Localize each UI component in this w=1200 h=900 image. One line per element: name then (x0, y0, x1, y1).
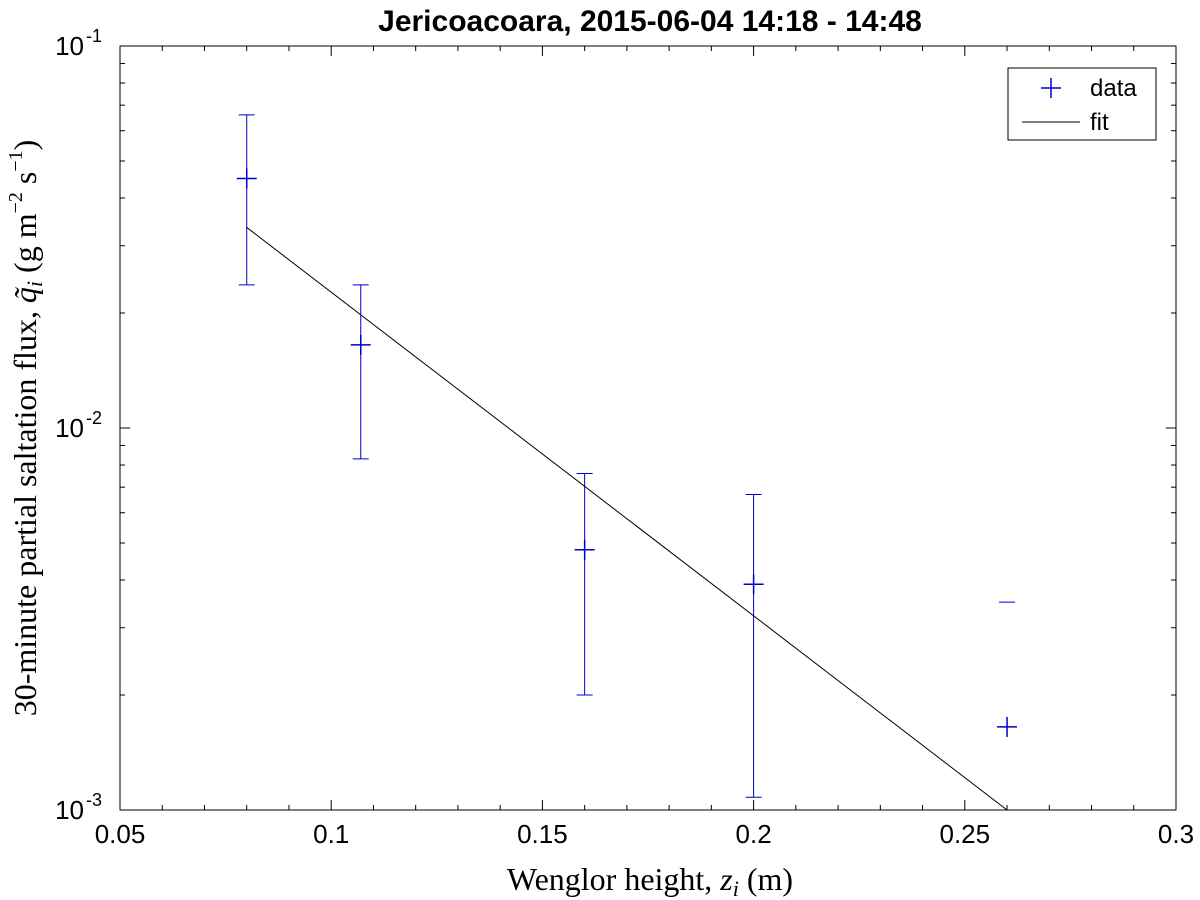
chart-title: Jericoacoara, 2015-06-04 14:18 - 14:48 (378, 5, 922, 38)
x-axis-label-unit: (m) (739, 861, 793, 897)
legend: data fit (1007, 67, 1157, 141)
svg-text:Wenglor height, zi (m): Wenglor height, zi (m) (507, 861, 793, 900)
x-axis: 0.05 0.1 0.15 0.2 0.25 0.3 (95, 46, 1194, 849)
x-axis-label-var: z (719, 861, 733, 897)
y-axis-label-exp-a: −2 (5, 192, 27, 213)
plot-area (119, 45, 1177, 811)
x-tick-label: 0.15 (517, 819, 568, 849)
y-tick-exponent: -3 (86, 790, 102, 810)
x-axis-label-sub: i (733, 876, 739, 900)
legend-entry-fit: fit (1090, 109, 1109, 136)
legend-box (1007, 67, 1157, 141)
x-tick-label: 0.05 (95, 819, 146, 849)
fit-line (246, 227, 1008, 811)
x-axis-label-text: Wenglor height, (507, 861, 720, 897)
legend-entry-data: data (1090, 75, 1137, 102)
svg-text:30-minute partial saltation fl: 30-minute partial saltation flux, q̃i (g… (5, 140, 47, 717)
y-axis-label-unit-c: ) (7, 140, 43, 151)
y-tick-label: 10 (55, 413, 84, 443)
y-tick-exponent: -1 (86, 26, 102, 46)
x-tick-label: 0.2 (736, 819, 772, 849)
plot-border (119, 45, 1177, 811)
y-axis-label: 30-minute partial saltation flux, q̃i (g… (5, 140, 47, 717)
y-axis: 10-310-210-1 (55, 26, 1176, 825)
x-tick-label: 0.3 (1158, 819, 1194, 849)
x-tick-label: 0.1 (313, 819, 349, 849)
y-axis-label-unit-b: s (7, 172, 43, 192)
y-axis-label-exp-b: −1 (5, 150, 27, 171)
y-tick-label: 10 (55, 31, 84, 61)
x-axis-label: Wenglor height, zi (m) (507, 861, 793, 900)
y-tick-exponent: -2 (86, 408, 102, 428)
x-tick-label: 0.25 (939, 819, 990, 849)
y-tick-label: 10 (55, 795, 84, 825)
y-axis-label-sub: i (22, 281, 47, 287)
y-axis-label-var: q̃ (7, 287, 43, 303)
y-axis-label-text: 30-minute partial saltation flux, (7, 303, 43, 716)
y-axis-label-unit-a: (g m (7, 213, 43, 281)
series-layer (236, 114, 1018, 811)
